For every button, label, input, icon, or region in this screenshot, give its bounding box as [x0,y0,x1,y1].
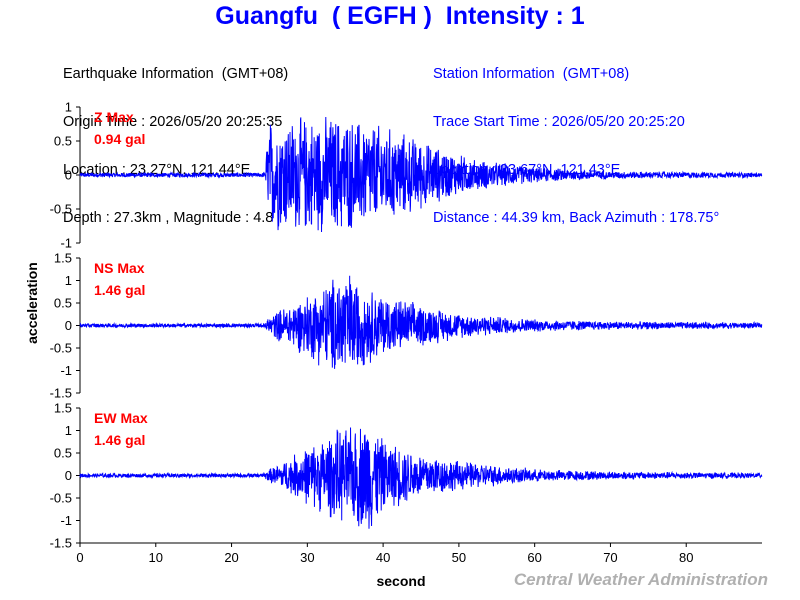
x-tick-label: 70 [603,550,617,565]
max-label: Z Max [94,109,134,125]
max-value: 0.94 gal [94,131,145,147]
station-info-heading: Station Information (GMT+08) [433,66,630,82]
earthquake-info-heading: Earthquake Information (GMT+08) [63,66,289,82]
x-tick-label: 0 [76,550,83,565]
x-axis: 0 10 20 30 40 50 60 70 80 [76,542,762,565]
x-tick-label: 40 [376,550,390,565]
x-tick-label: 80 [679,550,693,565]
origin-time: Origin Time : 2026/05/20 20:25:35 [63,114,283,130]
y-tick-label: 0.5 [54,446,72,461]
y-tick-label: 1 [65,423,72,438]
y-tick-label: -1 [60,236,72,251]
trace-z [79,117,763,233]
trace-ns [79,275,763,369]
y-tick-label: 0.5 [54,134,72,149]
x-tick-label: 10 [149,550,163,565]
panel-ew: 1.5 1 0.5 0 -0.5 -1 -1.5 EW Max 1.46 gal [50,401,763,551]
x-tick-label: 60 [527,550,541,565]
distance-azimuth: Distance : 44.39 km, Back Azimuth : 178.… [433,210,720,226]
y-tick-label: 0.5 [54,296,72,311]
y-tick-label: 1 [65,273,72,288]
y-tick-label: -0.5 [50,202,72,217]
x-tick-label: 30 [300,550,314,565]
y-tick-label: -1 [60,513,72,528]
y-tick-label: 1 [65,100,72,115]
x-axis-label: second [376,573,425,589]
trace-start-time: Trace Start Time : 2026/05/20 20:25:20 [433,114,685,130]
y-tick-label: 0 [65,318,72,333]
y-tick-label: -1.5 [50,536,72,551]
y-tick-label: -1.5 [50,386,72,401]
y-tick-label: -0.5 [50,491,72,506]
y-axis-label: acceleration [24,262,40,344]
x-tick-label: 20 [224,550,238,565]
max-label: EW Max [94,410,148,426]
max-value: 1.46 gal [94,282,145,298]
y-tick-label: 0 [65,468,72,483]
max-label: NS Max [94,260,145,276]
panel-z: 1 0.5 0 -0.5 -1 Z Max 0.94 gal [50,100,763,251]
panels: 1 0.5 0 -0.5 -1 Z Max 0.94 gal 1.5 1 0.5 0 -0.5 -1 -1… [50,100,763,551]
panel-ns: 1.5 1 0.5 0 -0.5 -1 -1.5 NS Max 1.46 gal [50,251,763,401]
trace-ew [79,427,763,529]
max-value: 1.46 gal [94,432,145,448]
y-tick-label: 1.5 [54,401,72,416]
y-tick-label: -1 [60,363,72,378]
y-tick-label: 1.5 [54,251,72,266]
y-tick-label: -0.5 [50,341,72,356]
x-tick-label: 50 [452,550,466,565]
chart-title: Guangfu ( EGFH ) Intensity : 1 [215,2,585,30]
depth-magnitude: Depth : 27.3km , Magnitude : 4.8 [63,210,274,226]
y-tick-label: 0 [65,168,72,183]
watermark-text: Central Weather Administration [513,570,768,589]
